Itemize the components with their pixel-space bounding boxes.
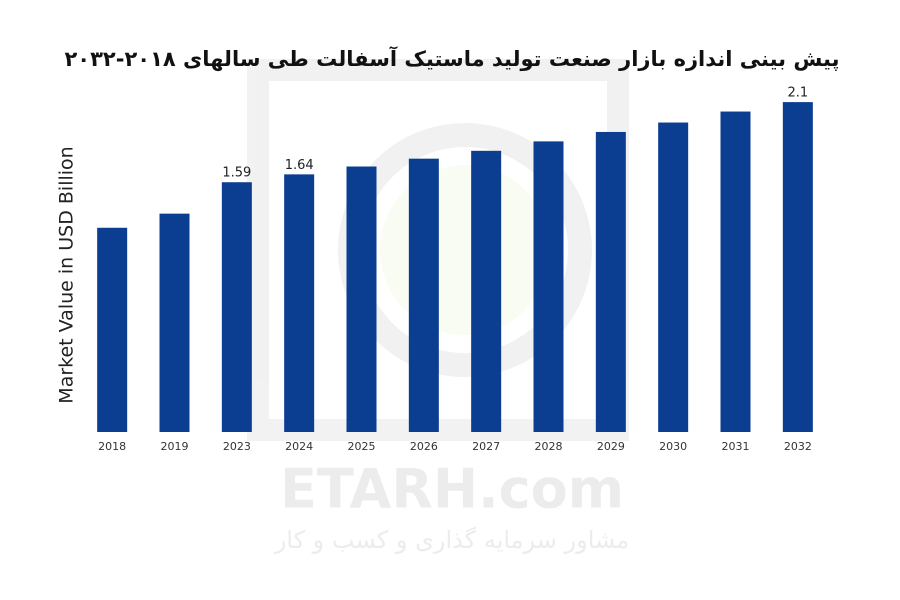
bar — [471, 150, 502, 433]
bar — [720, 111, 751, 432]
bar — [595, 131, 626, 432]
data-label: 1.59 — [222, 166, 251, 181]
x-tick-label: 2029 — [597, 440, 625, 453]
bar — [221, 182, 252, 432]
bar — [782, 102, 813, 432]
y-axis-label: Market Value in USD Billion — [56, 146, 78, 403]
bar — [346, 166, 377, 432]
bar — [97, 227, 128, 432]
x-tick-label: 2024 — [285, 440, 313, 453]
x-tick-label: 2023 — [223, 440, 251, 453]
x-tick-label: 2028 — [535, 440, 563, 453]
x-tick-label: 2019 — [161, 440, 189, 453]
x-tick-label: 2032 — [784, 440, 812, 453]
x-tick-label: 2018 — [98, 440, 126, 453]
bar — [533, 141, 564, 432]
bar — [159, 213, 190, 432]
x-tick-label: 2030 — [659, 440, 687, 453]
x-tick-label: 2026 — [410, 440, 438, 453]
data-label: 1.64 — [285, 158, 314, 173]
x-tick-label: 2025 — [348, 440, 376, 453]
data-label: 2.1 — [787, 86, 808, 101]
watermark-disc — [380, 165, 550, 335]
x-tick-label: 2027 — [472, 440, 500, 453]
chart-title: پیش بینی اندازه بازار صنعت تولید ماستیک … — [64, 46, 839, 71]
x-tick-label: 2031 — [722, 440, 750, 453]
bar — [284, 174, 315, 432]
watermark-title: ETARH.com — [280, 458, 624, 521]
watermark-subtitle: مشاور سرمایه گذاری و کسب و کار — [274, 526, 630, 554]
bar — [408, 158, 439, 433]
bar — [658, 122, 689, 432]
